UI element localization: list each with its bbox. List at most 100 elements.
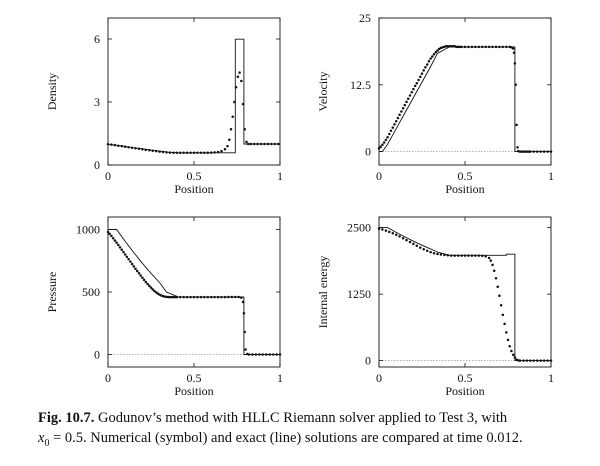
numerical-solution-point: [546, 359, 549, 362]
numerical-solution-point: [381, 228, 384, 231]
numerical-solution-point: [408, 94, 412, 97]
plot-frame: [378, 216, 552, 368]
numerical-solution-point: [429, 250, 432, 254]
numerical-solution-point: [185, 151, 189, 155]
numerical-solution-point: [515, 123, 518, 127]
y-axis-label: Pressure: [45, 272, 59, 313]
numerical-solution-point: [134, 146, 137, 150]
numerical-solution-point: [391, 231, 395, 235]
numerical-solution-point: [398, 113, 401, 117]
numerical-solution-point: [277, 142, 280, 146]
numerical-solution-point: [417, 78, 420, 82]
numerical-solution-point: [230, 295, 234, 299]
numerical-solution-point: [446, 254, 450, 257]
numerical-solution-point: [467, 254, 470, 257]
numerical-solution-point: [263, 142, 266, 146]
numerical-solution-point: [241, 102, 245, 106]
numerical-solution-point: [460, 45, 463, 49]
numerical-solution-point: [113, 239, 117, 242]
numerical-solution-point: [415, 244, 419, 247]
numerical-solution-point: [259, 142, 263, 146]
numerical-solution-point: [264, 353, 268, 356]
numerical-solution-point: [129, 260, 132, 263]
numerical-solution-point: [178, 151, 182, 155]
numerical-solution-point: [434, 50, 438, 54]
numerical-solution-point: [234, 86, 238, 89]
numerical-solution-point: [527, 150, 530, 153]
x-tick-label: 1: [277, 169, 283, 183]
numerical-solution-point: [379, 145, 382, 149]
numerical-solution-point: [144, 148, 148, 152]
numerical-solution-point: [228, 138, 231, 142]
numerical-solution-point: [400, 110, 403, 113]
numerical-solution-point: [535, 150, 539, 153]
y-tick-label: 3: [94, 95, 100, 109]
numerical-solution-point: [134, 267, 137, 271]
numerical-solution-point: [491, 263, 494, 267]
numerical-solution-point: [199, 151, 203, 155]
numerical-solution-point: [141, 148, 144, 151]
numerical-solution-point: [503, 322, 506, 326]
numerical-solution-point: [196, 151, 199, 155]
numerical-solution-point: [422, 247, 425, 251]
numerical-solution-point: [518, 150, 522, 153]
numerical-solution-point: [261, 353, 265, 356]
numerical-solution-point: [242, 312, 246, 315]
numerical-solution-point: [243, 330, 246, 334]
numerical-solution-point: [427, 60, 431, 63]
caption-line-1: Godunov’s method with HLLC Riemann solve…: [98, 410, 508, 426]
numerical-solution-point: [429, 57, 432, 60]
numerical-solution-point: [271, 353, 275, 356]
numerical-solution-point: [511, 47, 515, 50]
panel-density: 0 0.5 1 0 3 6 Position Density: [45, 17, 283, 196]
numerical-solution-point: [388, 230, 391, 234]
numerical-solution-point: [122, 250, 125, 254]
numerical-solution-point: [275, 353, 278, 356]
numerical-solution-point: [141, 276, 144, 280]
numerical-solution-point: [480, 45, 484, 49]
numerical-solution-point: [491, 45, 494, 49]
numerical-solution-point: [424, 65, 427, 69]
numerical-solution-point: [460, 254, 463, 257]
x-tick-label: 0: [376, 371, 382, 385]
plot-frame: [378, 17, 552, 166]
numerical-solution-point: [252, 142, 256, 146]
y-tick-label: 500: [82, 285, 100, 299]
numerical-solution-point: [192, 295, 196, 299]
numerical-solution-point: [529, 359, 532, 362]
numerical-solution-point: [127, 145, 130, 149]
numerical-solution-point: [115, 241, 118, 244]
x-tick-label: 1: [548, 371, 554, 385]
numerical-solution-point: [241, 300, 245, 304]
numerical-solution-point: [130, 146, 134, 150]
numerical-solution-point: [425, 249, 429, 253]
numerical-solution-point: [436, 49, 439, 52]
numerical-solution-point: [381, 143, 384, 146]
numerical-solution-point: [206, 295, 210, 299]
numerical-solution-point: [532, 359, 536, 362]
numerical-solution-point: [453, 254, 456, 257]
y-tick-label: 1250: [347, 287, 371, 301]
numerical-solution-point: [431, 55, 434, 58]
numerical-solution-point: [273, 142, 277, 146]
numerical-solution-point: [258, 353, 261, 356]
numerical-solution-point: [254, 353, 258, 356]
numerical-solution-point: [463, 254, 467, 257]
numerical-solution-point: [196, 295, 199, 299]
numerical-solution-point: [384, 229, 388, 232]
numerical-solution-point: [151, 149, 154, 152]
numerical-solution-point: [477, 254, 481, 257]
numerical-solution-point: [106, 142, 110, 146]
numerical-solution-point: [251, 353, 254, 356]
numerical-solution-point: [535, 359, 539, 362]
numerical-solution-point: [130, 262, 134, 266]
figure-panels: 0 0.5 1 0 3 6 Position Density 0 0.5 1 0 12.5 25 Posit…: [45, 11, 554, 398]
plot-frame: [107, 216, 281, 368]
numerical-solution-point: [216, 295, 220, 299]
numerical-solution-point: [410, 91, 413, 94]
numerical-solution-point: [123, 145, 127, 148]
numerical-solution-point: [489, 259, 493, 262]
numerical-solution-point: [175, 295, 179, 299]
numerical-solution-point: [394, 233, 398, 237]
numerical-solution-point: [487, 45, 491, 49]
